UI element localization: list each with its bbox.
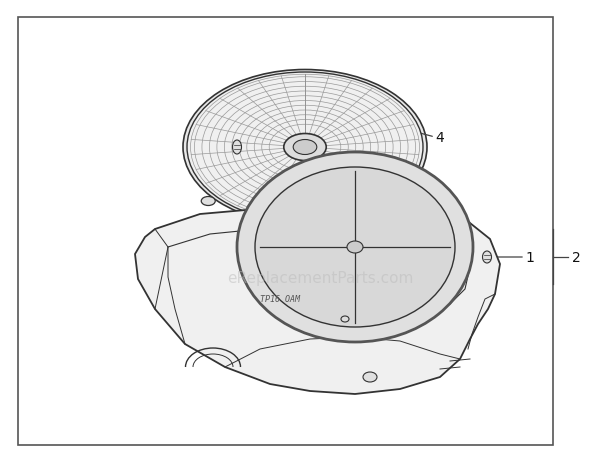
Ellipse shape	[185, 136, 425, 175]
Ellipse shape	[483, 252, 491, 263]
Ellipse shape	[183, 70, 427, 225]
Text: 4: 4	[435, 131, 444, 145]
Ellipse shape	[347, 241, 363, 253]
Ellipse shape	[341, 316, 349, 322]
Ellipse shape	[187, 73, 423, 223]
Ellipse shape	[201, 197, 215, 206]
Ellipse shape	[293, 140, 317, 155]
Text: eReplacementParts.com: eReplacementParts.com	[227, 270, 413, 285]
Ellipse shape	[237, 153, 473, 342]
Ellipse shape	[232, 141, 241, 155]
Ellipse shape	[284, 134, 326, 161]
Ellipse shape	[255, 168, 455, 327]
Text: 2: 2	[572, 251, 581, 264]
Ellipse shape	[363, 372, 377, 382]
Text: 3: 3	[195, 141, 204, 155]
Text: 1: 1	[525, 251, 534, 264]
Text: TP16 OAM: TP16 OAM	[260, 295, 300, 304]
Polygon shape	[135, 205, 500, 394]
Ellipse shape	[395, 197, 409, 206]
